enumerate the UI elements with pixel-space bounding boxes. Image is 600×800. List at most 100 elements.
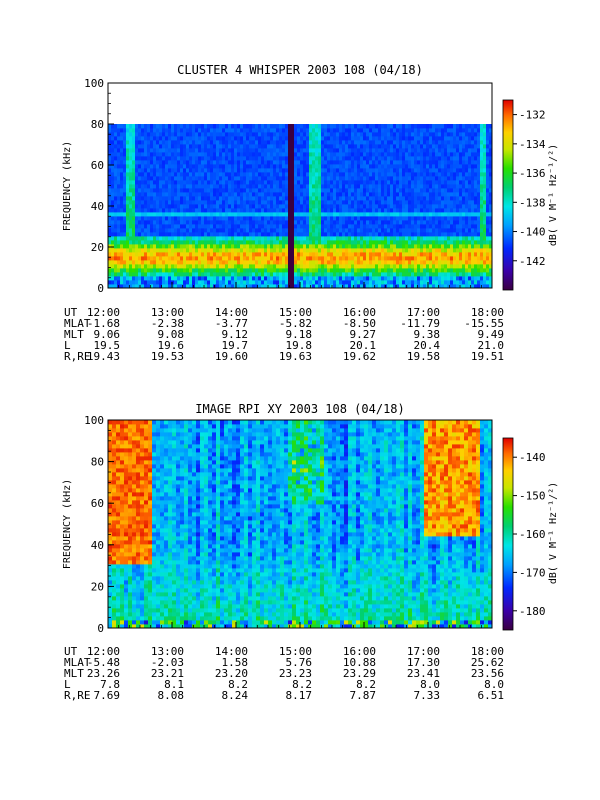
spectrogram-cell (426, 276, 430, 281)
spectrogram-cell (369, 192, 373, 197)
spectrogram-cell (369, 124, 373, 129)
spectrogram-cell (453, 240, 457, 245)
spectrogram-cell (405, 156, 409, 161)
spectrogram-cell (138, 172, 142, 177)
spectrogram-cell (309, 152, 313, 157)
spectrogram-cell (219, 244, 223, 249)
spectrogram-cell (390, 136, 394, 141)
spectrogram-cell (111, 128, 115, 133)
spectrogram-cell (399, 268, 403, 273)
spectrogram-cell (342, 196, 346, 201)
spectrogram-cell (246, 196, 250, 201)
spectrogram-cell (321, 256, 325, 261)
spectrogram-cell (162, 136, 166, 141)
spectrogram-cell (303, 180, 307, 185)
spectrogram-cell (447, 160, 451, 165)
spectrogram-cell (297, 232, 301, 237)
spectrogram-cell (144, 272, 148, 277)
spectrogram-cell (201, 180, 205, 185)
spectrogram-cell (312, 256, 316, 261)
spectrogram-cell (396, 164, 400, 169)
spectrogram-cell (267, 244, 271, 249)
spectrogram-cell (390, 244, 394, 249)
spectrogram-cell (213, 200, 217, 205)
spectrogram-cell (255, 236, 259, 241)
spectrogram-cell (108, 124, 112, 129)
spectrogram-cell (120, 140, 124, 145)
spectrogram-cell (285, 196, 289, 201)
spectrogram-cell (360, 196, 364, 201)
spectrogram-cell (387, 260, 391, 265)
spectrogram-cell (156, 248, 160, 253)
spectrogram-cell (408, 172, 412, 177)
spectrogram-cell (246, 252, 250, 257)
spectrogram-cell (387, 188, 391, 193)
spectrogram-cell (279, 156, 283, 161)
spectrogram-cell (177, 136, 181, 141)
spectrogram-cell (198, 180, 202, 185)
spectrogram-cell (132, 236, 136, 241)
spectrogram-cell (390, 168, 394, 173)
spectrogram-cell (153, 172, 157, 177)
spectrogram-cell (402, 252, 406, 257)
spectrogram-cell (354, 204, 358, 209)
spectrogram-cell (186, 168, 190, 173)
spectrogram-cell (126, 144, 130, 149)
spectrogram-cell (327, 280, 331, 285)
spectrogram-cell (384, 220, 388, 225)
spectrogram-cell (435, 176, 439, 181)
spectrogram-cell (183, 212, 187, 217)
spectrogram-cell (396, 168, 400, 173)
spectrogram-cell (315, 148, 319, 153)
spectrogram-cell (177, 268, 181, 273)
spectrogram-cell (198, 168, 202, 173)
spectrogram-cell (453, 236, 457, 241)
spectrogram-cell (387, 236, 391, 241)
spectrogram-cell (270, 232, 274, 237)
spectrogram-cell (363, 168, 367, 173)
spectrogram-cell (132, 204, 136, 209)
spectrogram-cell (354, 264, 358, 269)
spectrogram-cell (219, 136, 223, 141)
spectrogram-cell (120, 224, 124, 229)
spectrogram-cell (234, 212, 238, 217)
spectrogram-cell (294, 284, 298, 289)
spectrogram-cell (180, 160, 184, 165)
spectrogram-cell (318, 160, 322, 165)
spectrogram-cell (306, 180, 310, 185)
spectrogram-cell (264, 140, 268, 145)
spectrogram-cell (294, 232, 298, 237)
spectrogram-cell (183, 240, 187, 245)
spectrogram-cell (414, 128, 418, 133)
spectrogram-cell (417, 144, 421, 149)
spectrogram-cell (246, 164, 250, 169)
spectrogram-cell (240, 276, 244, 281)
spectrogram-cell (342, 232, 346, 237)
spectrogram-cell (315, 160, 319, 165)
spectrogram-cell (171, 264, 175, 269)
spectrogram-cell (189, 252, 193, 257)
spectrogram-cell (165, 216, 169, 221)
spectrogram-cell (435, 152, 439, 157)
spectrogram-cell (297, 148, 301, 153)
spectrogram-cell (342, 148, 346, 153)
spectrogram-cell (414, 240, 418, 245)
spectrogram-cell (198, 188, 202, 193)
spectrogram-cell (207, 176, 211, 181)
spectrogram-cell (111, 240, 115, 245)
spectrogram-cell (453, 164, 457, 169)
spectrogram-cell (189, 244, 193, 249)
spectrogram-cell (423, 128, 427, 133)
spectrogram-cell (285, 264, 289, 269)
spectrogram-cell (219, 176, 223, 181)
spectrogram-cell (423, 260, 427, 265)
spectrogram-cell (438, 124, 442, 129)
spectrogram-cell (207, 280, 211, 285)
spectrogram-cell (459, 284, 463, 289)
spectrogram-cell (333, 240, 337, 245)
spectrogram-cell (384, 272, 388, 277)
spectrogram-cell (408, 164, 412, 169)
spectrogram-cell (228, 256, 232, 261)
spectrogram-cell (231, 164, 235, 169)
spectrogram-cell (159, 156, 163, 161)
